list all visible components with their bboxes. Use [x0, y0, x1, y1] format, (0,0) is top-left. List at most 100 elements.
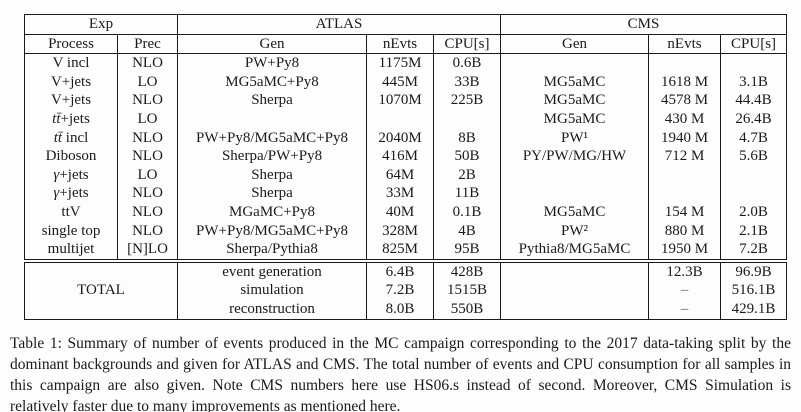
process-text: V+jets: [50, 73, 92, 90]
process-cell: multijet: [24, 240, 118, 260]
prec-cell: LO: [116, 109, 179, 129]
cms-cpu-cell: [720, 165, 788, 185]
totals-table: TOTAL event generation 6.4B 428B 12.3B 9…: [24, 261, 787, 320]
cms-gen-cell: MG5aMC: [500, 109, 650, 129]
header-atlas: ATLAS: [177, 14, 502, 35]
atlas-gen-cell: Sherpa/Pythia8: [177, 240, 368, 260]
process-text: +jets: [59, 185, 89, 202]
cms-cpu-cell: [720, 184, 788, 203]
cms-gen-cell: PW²: [500, 221, 650, 241]
total-row: reconstruction 8.0B 550B – 429.1B: [25, 299, 787, 319]
atlas-gen-cell: PW+Py8/MG5aMC+Py8: [177, 221, 368, 241]
atlas-gen-cell: PW+Py8: [177, 53, 368, 73]
atlas-total-nevts: 6.4B: [366, 262, 434, 282]
cms-nevts-cell: 712 M: [648, 147, 722, 166]
mc-campaign-table: Exp ATLAS CMS Process Prec Gen nEvts CPU…: [23, 14, 788, 260]
atlas-cpu-cell: 225B: [433, 91, 502, 110]
atlas-nevts-cell: 33M: [366, 184, 435, 203]
atlas-total-cpu: 1515B: [433, 281, 501, 300]
process-cell: V incl: [24, 53, 118, 73]
atlas-cpu-cell: 0.6B: [433, 53, 502, 73]
atlas-cpu-cell: 2B: [433, 165, 502, 185]
prec-cell: NLO: [116, 202, 179, 222]
cms-cpu-cell: 4.7B: [720, 128, 788, 148]
cms-cpu-cell: 7.2B: [720, 240, 788, 260]
cms-nevts-cell: 880 M: [648, 221, 722, 241]
cms-cpu-cell: 3.1B: [720, 72, 788, 92]
prec-cell: NLO: [116, 221, 179, 241]
atlas-total-cpu: 428B: [433, 262, 501, 282]
cms-gen-cell: MG5aMC: [500, 72, 650, 92]
header-cms-gen: Gen: [500, 34, 650, 55]
atlas-gen-cell: Sherpa/PW+Py8: [177, 147, 368, 166]
cms-gen-cell: PY/PW/MG/HW: [500, 147, 650, 166]
atlas-nevts-cell: 2040M: [366, 128, 435, 148]
atlas-cpu-cell: 11B: [433, 184, 502, 203]
atlas-nevts-cell: 416M: [366, 147, 435, 166]
caption-text: Table 1: Summary of number of events pro…: [10, 334, 791, 412]
cms-nevts-cell: 154 M: [648, 202, 722, 222]
atlas-gen-cell: Sherpa: [177, 91, 368, 110]
cms-total-cpu: 516.1B: [720, 281, 787, 300]
cms-cpu-cell: [720, 53, 788, 73]
process-cell: γ+jets: [24, 165, 118, 185]
atlas-nevts-cell: 445M: [366, 72, 435, 92]
process-text: +jets: [59, 166, 89, 183]
cms-nevts-cell: 1950 M: [648, 240, 722, 260]
process-cell: ttV: [24, 202, 118, 222]
caption-period: .: [396, 397, 401, 412]
process-cell: γ+jets: [24, 184, 118, 203]
atlas-nevts-cell: 1070M: [366, 91, 435, 110]
atlas-gen-cell: Sherpa: [177, 165, 368, 185]
cms-cpu-cell: 2.0B: [720, 202, 788, 222]
cms-nevts-cell: 430 M: [648, 109, 722, 129]
cms-total-gen: [500, 281, 649, 300]
header-atlas-nevts: nEvts: [366, 34, 435, 55]
cms-gen-cell: [500, 184, 650, 203]
atlas-nevts-cell: [366, 109, 435, 129]
total-stage: simulation: [177, 281, 367, 300]
table-row: V+jets LO MG5aMC+Py8 445M 33B MG5aMC 161…: [24, 72, 788, 92]
prec-cell: [N]LO: [116, 240, 179, 260]
cms-nevts-cell: 1940 M: [648, 128, 722, 148]
header-atlas-cpu: CPU[s]: [433, 34, 502, 55]
atlas-cpu-cell: 0.1B: [433, 202, 502, 222]
cms-nevts-cell: [648, 184, 722, 203]
cms-nevts-cell: 1618 M: [648, 72, 722, 92]
process-cell: V+jets: [24, 72, 118, 92]
here-link[interactable]: here: [369, 397, 397, 412]
prec-cell: NLO: [116, 128, 179, 148]
atlas-cpu-cell: 4B: [433, 221, 502, 241]
process-text: ttV: [61, 203, 81, 220]
table-row: V incl NLO PW+Py8 1175M 0.6B: [24, 53, 788, 73]
atlas-gen-cell: [177, 109, 368, 129]
table-row: Diboson NLO Sherpa/PW+Py8 416M 50B PY/PW…: [24, 147, 788, 166]
header-prec: Prec: [116, 34, 179, 55]
prec-cell: NLO: [116, 147, 179, 166]
cms-total-nevts: 12.3B: [648, 262, 721, 282]
cms-total-gen: [500, 262, 649, 282]
cms-gen-cell: Pythia8/MG5aMC: [500, 240, 650, 260]
process-text: +jets: [60, 110, 90, 127]
table-caption: Table 1: Summary of number of events pro…: [10, 333, 791, 412]
process-math: γ: [53, 166, 60, 183]
cms-gen-cell: [500, 53, 650, 73]
cms-nevts-cell: [648, 165, 722, 185]
header-exp: Exp: [23, 14, 179, 35]
process-text: V incl: [52, 55, 90, 72]
process-text: Diboson: [45, 148, 97, 165]
atlas-cpu-cell: 8B: [433, 128, 502, 148]
process-math: γ: [53, 185, 60, 202]
table-row: single top NLO PW+Py8/MG5aMC+Py8 328M 4B…: [24, 221, 788, 241]
atlas-nevts-cell: 40M: [366, 202, 435, 222]
cms-nevts-cell: [648, 53, 722, 73]
table-row: multijet [N]LO Sherpa/Pythia8 825M 95B P…: [24, 240, 788, 260]
atlas-cpu-cell: 50B: [433, 147, 502, 166]
atlas-gen-cell: PW+Py8/MG5aMC+Py8: [177, 128, 368, 148]
group-header-row: Exp ATLAS CMS: [23, 14, 788, 35]
cms-gen-cell: [500, 165, 650, 185]
total-stage: event generation: [177, 262, 367, 282]
total-row: simulation 7.2B 1515B – 516.1B: [25, 281, 787, 300]
atlas-nevts-cell: 328M: [366, 221, 435, 241]
